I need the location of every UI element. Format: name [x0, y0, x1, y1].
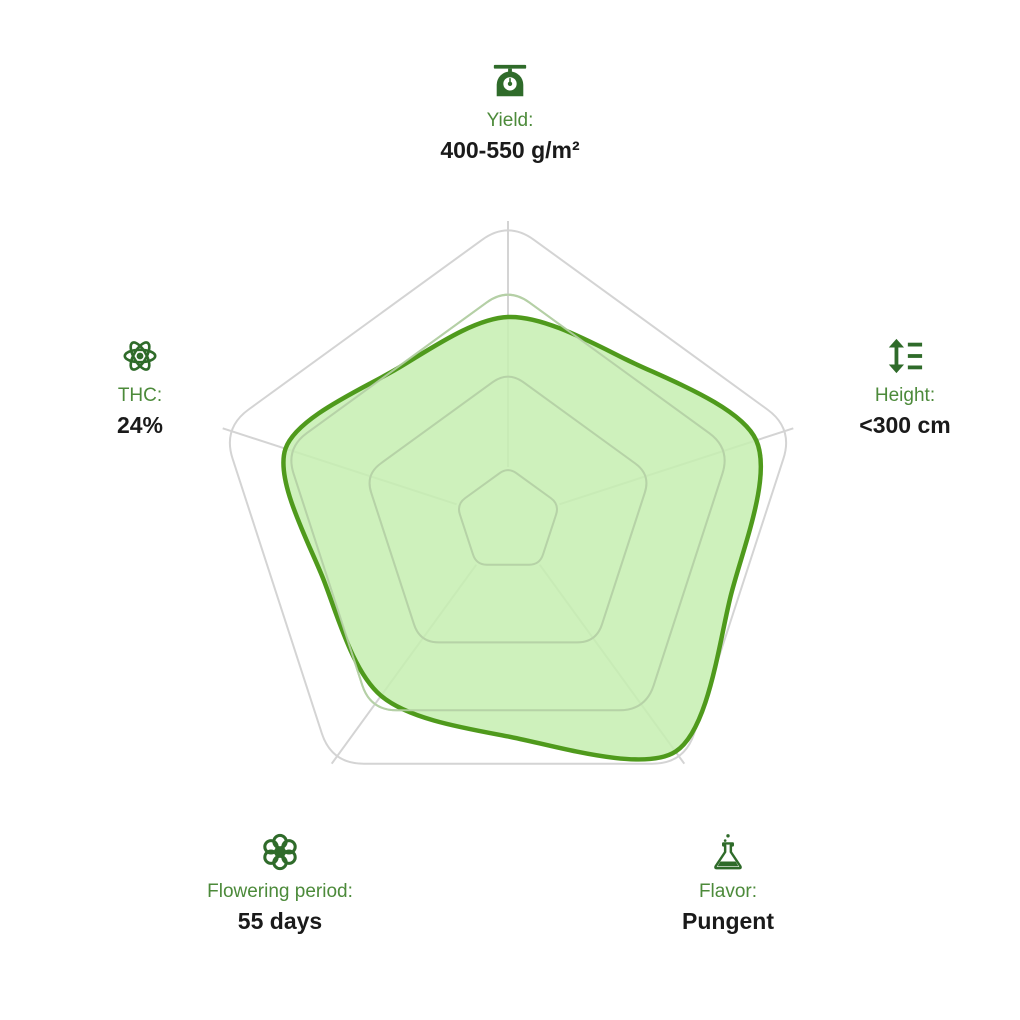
height-arrows-icon	[888, 338, 923, 374]
radar-data-series	[281, 293, 764, 762]
radar-grid-ring	[228, 229, 788, 765]
axis-flowering-label: Flowering period:	[207, 881, 353, 902]
axis-flavor: Flavor: Pungent	[608, 833, 848, 935]
axis-yield: Yield: 400-550 g/m²	[390, 62, 630, 164]
axis-thc-value: 24%	[116, 412, 164, 438]
axis-yield-label: Yield:	[486, 110, 534, 131]
axis-yield-value: 400-550 g/m²	[440, 137, 580, 163]
axis-flowering-value: 55 days	[237, 908, 323, 934]
axis-thc-label: THC:	[117, 385, 163, 406]
radar-grid-ring-overlay	[458, 469, 558, 566]
axis-height: Height: <300 cm	[785, 337, 1020, 439]
axis-flavor-value: Pungent	[682, 908, 774, 934]
atom-icon	[123, 341, 157, 371]
flask-icon	[714, 834, 742, 870]
axis-flowering: Flowering period: 55 days	[160, 833, 400, 935]
axis-height-label: Height:	[874, 385, 936, 406]
axis-height-value: <300 cm	[859, 412, 951, 438]
axis-thc: THC: 24%	[20, 337, 260, 439]
flower-icon	[263, 833, 297, 871]
scale-icon	[493, 64, 527, 97]
radar-grid-ring-overlay	[290, 293, 726, 712]
radar-grid-ring-overlay	[368, 375, 648, 644]
axis-flavor-label: Flavor:	[698, 881, 758, 902]
radar-series-area	[281, 314, 764, 762]
